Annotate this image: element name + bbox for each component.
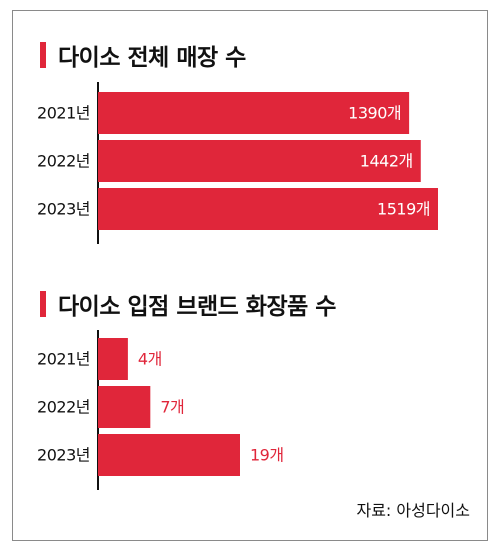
chart1-data-label: 1442개 [360,152,413,171]
chart1-store-count: 2021년 1390개 2022년 1442개 2023년 1519개 [37,82,438,244]
chart2-data-label: 19개 [250,446,284,465]
chart1-bar [98,140,421,182]
chart1-bar [98,188,438,230]
source-note: 자료: 아성다이소 [356,501,470,520]
chart2-tick-label: 2021년 [37,350,90,369]
chart1-tick-label: 2021년 [37,104,90,123]
chart1-data-label: 1390개 [348,104,401,123]
chart2-tick-label: 2023년 [37,446,90,465]
chart2-bar [98,434,240,476]
chart2-bar [98,386,151,428]
chart1-accent-bar [40,42,46,68]
chart1-data-label: 1519개 [377,200,430,219]
chart2-header: 다이소 입점 브랜드 화장품 수 [40,287,336,321]
chart1-header: 다이소 전체 매장 수 [40,38,246,72]
chart2-accent-bar [40,291,46,317]
chart2-data-label: 4개 [138,350,162,369]
chart1-title: 다이소 전체 매장 수 [58,45,246,71]
chart1-tick-label: 2022년 [37,152,90,171]
chart1-tick-label: 2023년 [37,200,90,219]
chart2-data-label: 7개 [160,398,184,417]
chart1-bar [98,92,410,134]
chart2-cosmetics-brands: 2021년 4개 2022년 7개 2023년 19개 [37,330,284,490]
chart2-title: 다이소 입점 브랜드 화장품 수 [58,294,336,320]
chart2-bar [98,338,128,380]
chart2-tick-label: 2022년 [37,398,90,417]
